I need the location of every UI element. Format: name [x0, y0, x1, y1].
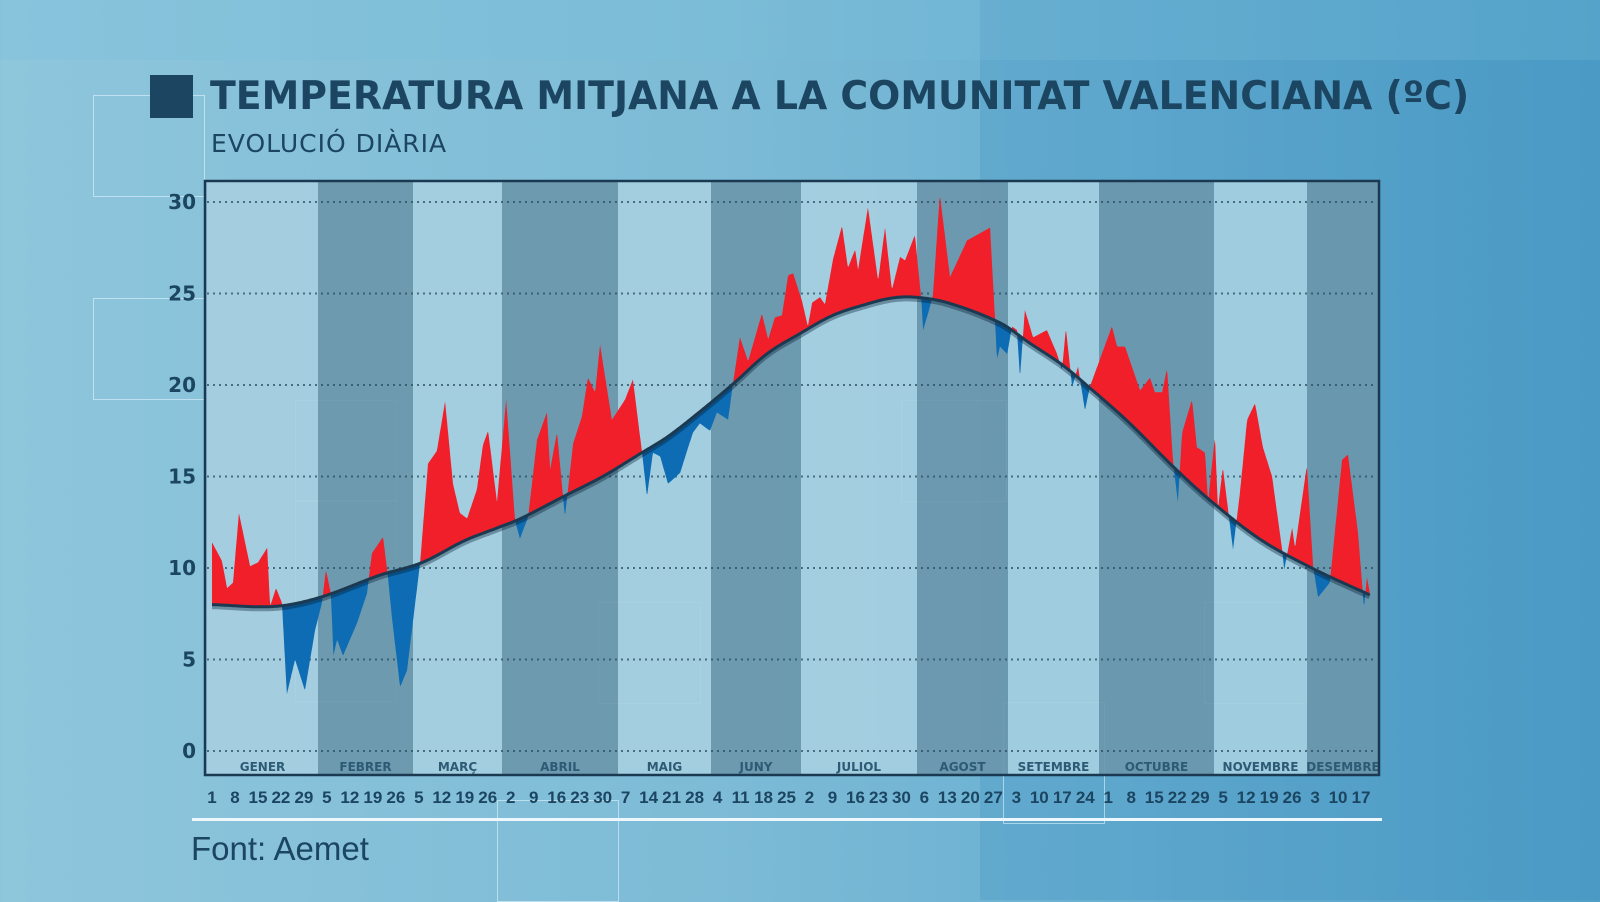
x-tick-label: 29 [1191, 788, 1210, 807]
x-tick-label: 10 [1030, 788, 1049, 807]
above-normal-area [212, 197, 1370, 607]
month-label: OCTUBRE [1125, 760, 1189, 774]
x-tick-label: 9 [828, 788, 837, 807]
x-axis-labels: 1 8 15 22 29 5 12 19 26 5 12 19 26 2 9 16 23 30 7 14 21 28 4 11… [207, 788, 1370, 807]
y-tick-label: 25 [168, 282, 196, 306]
source-label: Font: Aemet [191, 830, 369, 867]
x-tick-label: 12 [340, 788, 359, 807]
month-band [711, 181, 801, 775]
y-tick-label: 30 [168, 190, 196, 214]
x-tick-label: 29 [294, 788, 313, 807]
x-tick-label: 8 [1127, 788, 1136, 807]
y-tick-label: 5 [182, 648, 196, 672]
x-tick-label: 16 [547, 788, 566, 807]
x-tick-label: 4 [713, 788, 723, 807]
x-tick-label: 16 [846, 788, 865, 807]
month-label: MAIG [647, 760, 683, 774]
background-frame [93, 95, 205, 197]
x-tick-label: 1 [1104, 788, 1113, 807]
y-tick-label: 0 [182, 739, 196, 763]
month-label: DESEMBRE [1306, 760, 1380, 774]
x-tick-label: 28 [685, 788, 704, 807]
month-label: MARÇ [438, 760, 477, 774]
y-tick-label: 20 [168, 373, 196, 397]
month-band [318, 181, 413, 775]
background-panel [0, 0, 1600, 60]
anomaly-areas [212, 197, 1370, 695]
x-tick-label: 21 [662, 788, 681, 807]
x-tick-label: 22 [271, 788, 290, 807]
x-tick-label: 3 [1012, 788, 1021, 807]
x-tick-label: 26 [478, 788, 497, 807]
month-label: GENER [240, 760, 286, 774]
x-tick-label: 11 [732, 788, 750, 807]
x-tick-label: 6 [920, 788, 929, 807]
month-label: AGOST [939, 760, 986, 774]
month-label: FEBRER [339, 760, 391, 774]
x-tick-label: 1 [207, 788, 216, 807]
x-tick-label: 24 [1076, 788, 1095, 807]
x-tick-label: 20 [961, 788, 980, 807]
x-tick-label: 10 [1329, 788, 1348, 807]
x-tick-label: 3 [1310, 788, 1319, 807]
x-tick-label: 26 [386, 788, 405, 807]
x-tick-label: 27 [984, 788, 1003, 807]
x-tick-label: 26 [1283, 788, 1302, 807]
x-tick-label: 2 [805, 788, 814, 807]
title-square-icon [150, 75, 193, 118]
month-band [207, 181, 318, 775]
x-tick-label: 5 [1218, 788, 1227, 807]
x-tick-label: 15 [1145, 788, 1164, 807]
x-tick-label: 5 [414, 788, 423, 807]
x-tick-label: 23 [570, 788, 589, 807]
normal-curve [212, 295, 1371, 612]
x-tick-label: 17 [1053, 788, 1072, 807]
y-tick-label: 15 [168, 465, 196, 489]
x-tick-label: 9 [529, 788, 538, 807]
x-tick-label: 13 [938, 788, 957, 807]
x-tick-label: 22 [1168, 788, 1187, 807]
y-tick-label: 10 [168, 556, 196, 580]
month-label: JUNY [739, 760, 773, 774]
x-tick-label: 8 [230, 788, 239, 807]
x-tick-label: 2 [506, 788, 515, 807]
x-tick-label: 14 [639, 788, 658, 807]
month-label: JULIOL [836, 760, 882, 774]
x-tick-label: 12 [1237, 788, 1256, 807]
x-tick-label: 15 [249, 788, 268, 807]
x-tick-label: 18 [754, 788, 773, 807]
x-tick-label: 5 [322, 788, 331, 807]
x-tick-label: 23 [869, 788, 888, 807]
normal-curve-line [212, 295, 1371, 609]
x-tick-label: 19 [1260, 788, 1279, 807]
x-tick-label: 25 [777, 788, 796, 807]
month-label: ABRIL [540, 760, 580, 774]
x-tick-label: 30 [892, 788, 911, 807]
month-band [618, 181, 711, 775]
y-axis-labels: 0 5 10 15 20 25 30 [168, 190, 196, 763]
x-tick-label: 30 [593, 788, 612, 807]
plot-frame [203, 179, 1381, 777]
month-band [1008, 181, 1099, 775]
x-tick-label: 19 [363, 788, 382, 807]
x-tick-label: 12 [432, 788, 451, 807]
x-tick-label: 7 [621, 788, 630, 807]
chart-title: TEMPERATURA MITJANA A LA COMUNITAT VALEN… [210, 74, 1470, 119]
month-bands [207, 181, 1379, 775]
footer-divider [192, 818, 1382, 821]
chart-subtitle: EVOLUCIÓ DIÀRIA [211, 129, 448, 158]
month-label: SETEMBRE [1018, 760, 1090, 774]
month-label: NOVEMBRE [1223, 760, 1299, 774]
normal-curve-shadow [212, 296, 1371, 612]
month-labels: GENER FEBRER MARÇ ABRIL MAIG JUNY JULIOL AGOST S… [240, 760, 1380, 774]
x-tick-label: 17 [1352, 788, 1371, 807]
x-tick-label: 19 [455, 788, 474, 807]
